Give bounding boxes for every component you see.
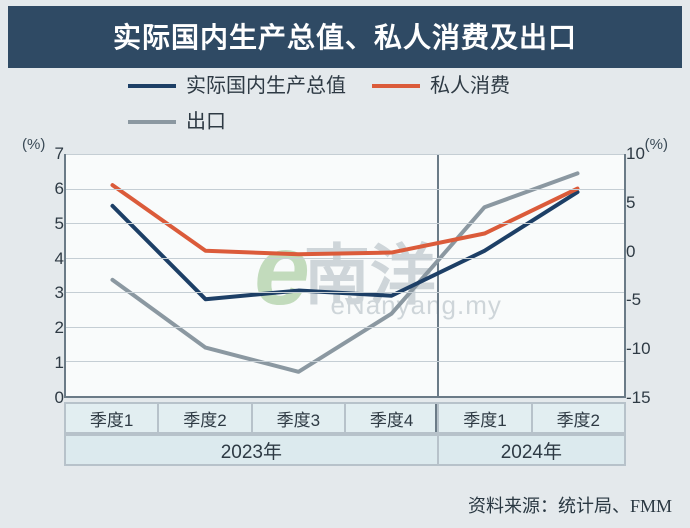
series-export xyxy=(113,173,578,371)
legend-label-cons: 私人消费 xyxy=(430,72,510,100)
gridline xyxy=(66,361,624,362)
legend-label-export: 出口 xyxy=(186,108,226,136)
gridline xyxy=(66,189,624,190)
gridline xyxy=(66,223,624,224)
legend-item-gdp: 实际国内生产总值 xyxy=(128,72,346,100)
gridline xyxy=(66,154,624,155)
legend-item-cons: 私人消费 xyxy=(372,72,510,100)
x-quarter-cell: 季度1 xyxy=(439,402,532,434)
y-left-tick: 4 xyxy=(16,249,64,269)
chart-surface: e 南洋 eNanyang.my xyxy=(64,154,626,398)
chart-lines xyxy=(66,154,624,396)
y-left-tick: 0 xyxy=(16,388,64,408)
series-gdp xyxy=(113,192,578,299)
y-axis-right: -15-10-50510 xyxy=(626,154,674,398)
gridline xyxy=(66,327,624,328)
y-left-tick: 1 xyxy=(16,353,64,373)
x-quarter-cell: 季度2 xyxy=(159,402,252,434)
series-cons xyxy=(113,185,578,254)
x-quarter-cell: 季度3 xyxy=(253,402,346,434)
y-right-tick: 0 xyxy=(626,242,674,262)
legend-item-export: 出口 xyxy=(128,108,622,136)
y-right-tick: -15 xyxy=(626,388,674,408)
y-axis-left: 01234567 xyxy=(16,154,64,398)
chart-panel: 实际国内生产总值 私人消费 出口 (%) (%) 01234567 -15-10… xyxy=(8,70,682,480)
x-year-cell: 2023年 xyxy=(64,434,439,466)
gridline xyxy=(66,258,624,259)
gridline xyxy=(66,292,624,293)
y-right-tick: -5 xyxy=(626,290,674,310)
legend-swatch-export xyxy=(128,120,176,124)
source-text: 资料来源：统计局、FMM xyxy=(468,492,672,518)
y-right-tick: 5 xyxy=(626,193,674,213)
page-title: 实际国内生产总值、私人消费及出口 xyxy=(8,6,682,68)
legend: 实际国内生产总值 私人消费 出口 xyxy=(128,72,622,136)
legend-swatch-cons xyxy=(372,84,420,88)
x-quarter-cell: 季度1 xyxy=(64,402,159,434)
y-left-tick: 7 xyxy=(16,144,64,164)
y-left-tick: 3 xyxy=(16,283,64,303)
x-quarter-cell: 季度2 xyxy=(533,402,626,434)
x-axis-years: 2023年2024年 xyxy=(64,434,626,466)
legend-swatch-gdp xyxy=(128,84,176,88)
y-right-tick: -10 xyxy=(626,339,674,359)
y-right-tick: 10 xyxy=(626,144,674,164)
legend-label-gdp: 实际国内生产总值 xyxy=(186,72,346,100)
y-left-tick: 2 xyxy=(16,318,64,338)
y-left-tick: 6 xyxy=(16,179,64,199)
y-left-tick: 5 xyxy=(16,214,64,234)
x-quarter-cell: 季度4 xyxy=(346,402,439,434)
x-axis-quarters: 季度1季度2季度3季度4季度1季度2 xyxy=(64,402,626,434)
x-year-cell: 2024年 xyxy=(439,434,626,466)
